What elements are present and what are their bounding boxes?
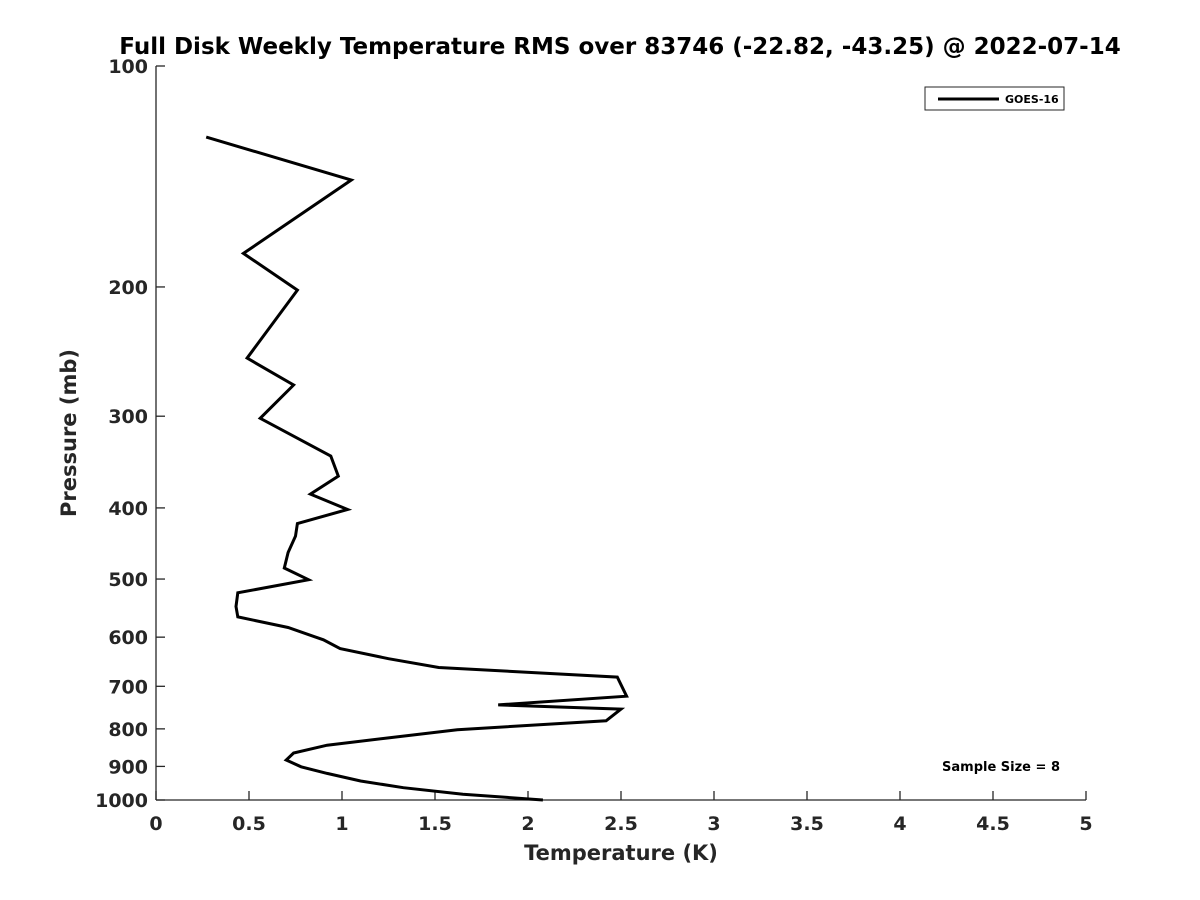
x-axis-ticks: 0 0.5 1 1.5 2 2.5 3 3.5 4 4.5 5 bbox=[149, 791, 1093, 835]
y-tick-label: 300 bbox=[108, 406, 148, 428]
y-tick-label: 900 bbox=[108, 756, 148, 778]
y-tick-label: 500 bbox=[108, 569, 148, 591]
y-tick-label: 400 bbox=[108, 498, 148, 520]
x-tick-label: 4.5 bbox=[976, 813, 1010, 835]
x-axis-label: Temperature (K) bbox=[524, 841, 718, 865]
x-tick-label: 0.5 bbox=[232, 813, 266, 835]
x-tick-label: 1 bbox=[335, 813, 348, 835]
plot-area: 0 0.5 1 1.5 2 2.5 3 3.5 4 4.5 5 100 200 300 400 500 600… bbox=[95, 56, 1093, 835]
x-tick-label: 3.5 bbox=[790, 813, 824, 835]
x-tick-label: 2.5 bbox=[604, 813, 638, 835]
legend-label-goes-16: GOES-16 bbox=[1005, 93, 1059, 106]
x-tick-label: 2 bbox=[521, 813, 534, 835]
y-tick-label: 100 bbox=[108, 56, 148, 78]
sample-size-annotation: Sample Size = 8 bbox=[942, 760, 1060, 775]
series-layer bbox=[205, 135, 629, 802]
x-tick-label: 3 bbox=[707, 813, 720, 835]
x-tick-label: 5 bbox=[1079, 813, 1092, 835]
y-tick-label: 700 bbox=[108, 676, 148, 698]
y-tick-label: 1000 bbox=[95, 790, 148, 812]
y-tick-label: 200 bbox=[108, 277, 148, 299]
y-tick-label: 800 bbox=[108, 719, 148, 741]
x-tick-label: 1.5 bbox=[418, 813, 452, 835]
legend: GOES-16 bbox=[924, 86, 1065, 111]
x-tick-label: 0 bbox=[149, 813, 162, 835]
x-tick-label: 4 bbox=[893, 813, 906, 835]
series-line-goes-16 bbox=[205, 135, 629, 802]
chart-title: Full Disk Weekly Temperature RMS over 83… bbox=[119, 34, 1121, 60]
y-axis-ticks: 100 200 300 400 500 600 700 800 900 1000 bbox=[95, 56, 165, 812]
y-axis-label: Pressure (mb) bbox=[57, 349, 81, 517]
y-tick-label: 600 bbox=[108, 627, 148, 649]
